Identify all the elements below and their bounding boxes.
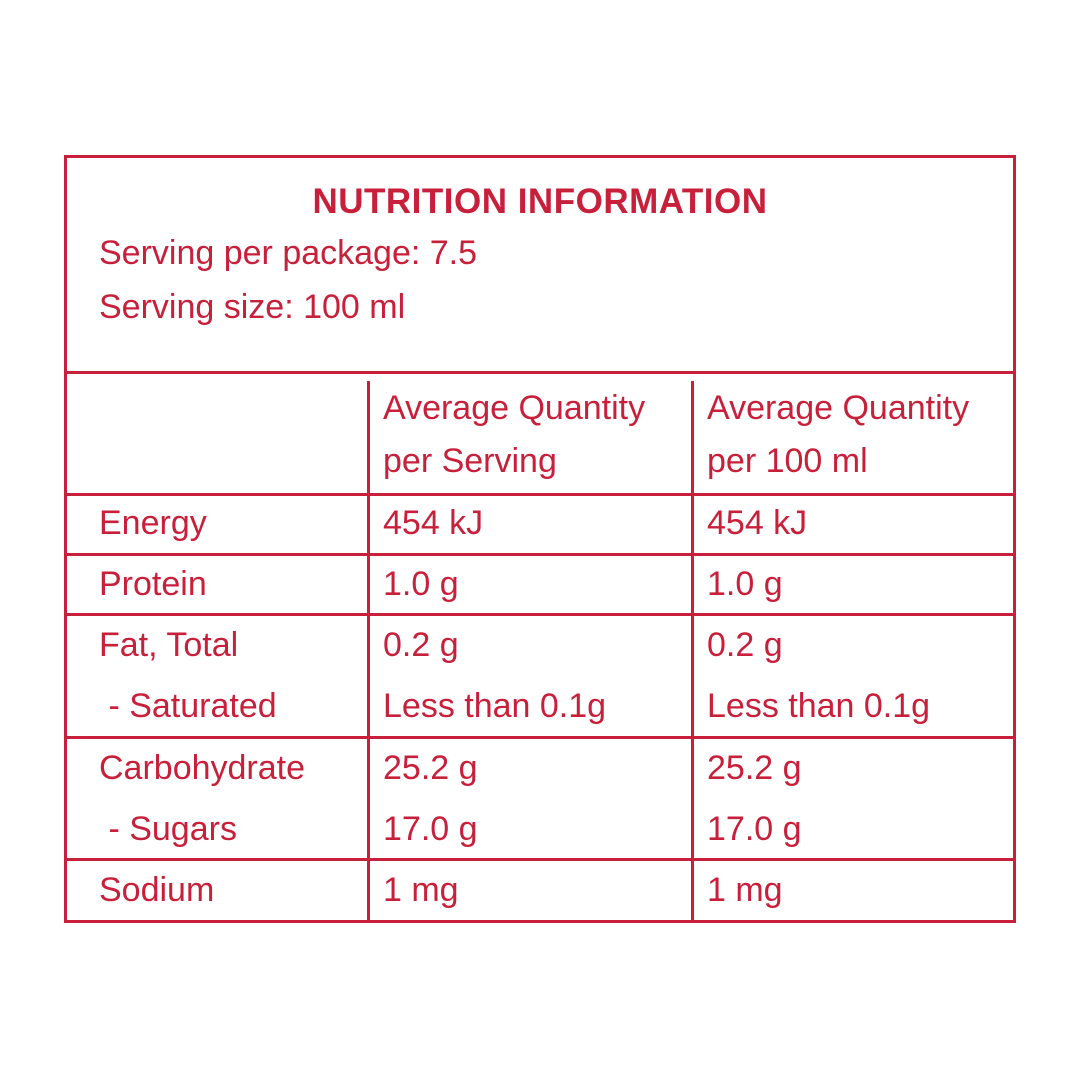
row-label-fat-total: Fat, Total (99, 626, 239, 664)
servings-per-package: Serving per package: 7.5 (99, 234, 478, 272)
nutrition-panel: NUTRITION INFORMATION Serving per packag… (64, 155, 1016, 923)
fat-total-per-100ml: 0.2 g (707, 626, 783, 664)
row-divider (67, 553, 1013, 556)
protein-per-100ml: 1.0 g (707, 565, 783, 603)
protein-per-serving: 1.0 g (383, 565, 459, 603)
nutrition-title: NUTRITION INFORMATION (312, 182, 768, 221)
column-header-per-serving-line1: Average Quantity (383, 389, 646, 427)
row-divider (67, 613, 1013, 616)
fat-total-per-serving: 0.2 g (383, 626, 459, 664)
row-label-saturated: - Saturated (99, 687, 277, 725)
sodium-per-100ml: 1 mg (707, 871, 783, 909)
row-label-sugars: - Sugars (99, 810, 237, 848)
column-divider-1 (367, 381, 370, 921)
carbohydrate-per-100ml: 25.2 g (707, 749, 802, 787)
row-divider (67, 736, 1013, 739)
row-divider (67, 493, 1013, 496)
sodium-per-serving: 1 mg (383, 871, 459, 909)
energy-per-serving: 454 kJ (383, 504, 484, 542)
row-label-energy: Energy (99, 504, 207, 542)
sugars-per-100ml: 17.0 g (707, 810, 802, 848)
serving-size: Serving size: 100 ml (99, 288, 406, 326)
row-divider (67, 858, 1013, 861)
column-header-per-100ml-line1: Average Quantity (707, 389, 970, 427)
row-label-carbohydrate: Carbohydrate (99, 749, 306, 787)
saturated-per-100ml: Less than 0.1g (707, 687, 931, 725)
column-header-per-serving-line2: per Serving (383, 442, 557, 480)
energy-per-100ml: 454 kJ (707, 504, 808, 542)
row-label-sodium: Sodium (99, 871, 215, 909)
carbohydrate-per-serving: 25.2 g (383, 749, 478, 787)
saturated-per-serving: Less than 0.1g (383, 687, 607, 725)
row-label-protein: Protein (99, 565, 207, 603)
column-divider-2 (691, 381, 694, 921)
column-header-per-100ml-line2: per 100 ml (707, 442, 868, 480)
sugars-per-serving: 17.0 g (383, 810, 478, 848)
nutrition-header: NUTRITION INFORMATION Serving per packag… (67, 158, 1013, 374)
